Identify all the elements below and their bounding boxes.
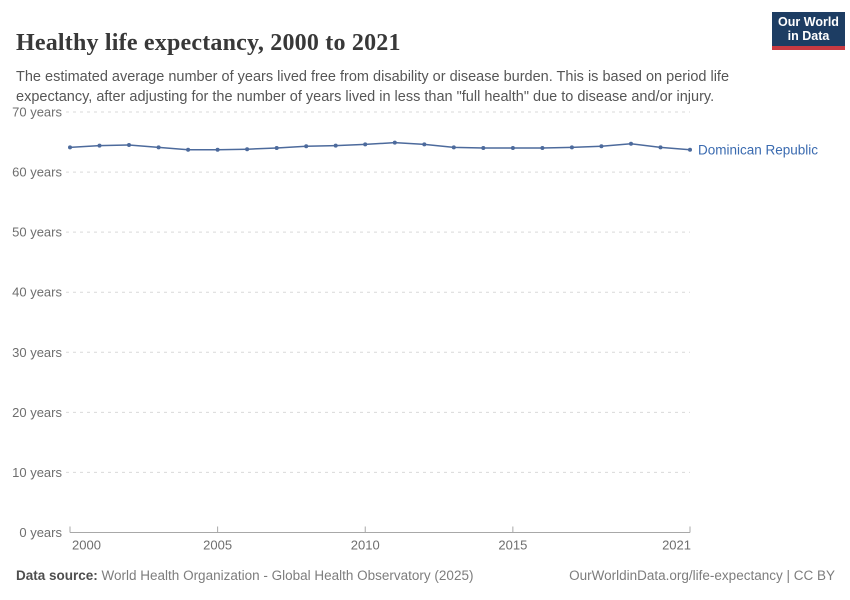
y-axis-label-50: 50 years <box>12 225 62 240</box>
data-point-2014[interactable] <box>481 146 486 150</box>
data-point-2018[interactable] <box>599 144 604 149</box>
data-point-2008[interactable] <box>304 144 309 149</box>
data-point-2019[interactable] <box>629 141 633 146</box>
x-axis-label-2000: 2000 <box>72 538 101 553</box>
x-axis-label-2010: 2010 <box>351 538 380 553</box>
owid-logo-line2: in Data <box>787 29 830 43</box>
data-point-2021[interactable] <box>688 147 692 152</box>
data-point-2015[interactable] <box>510 146 515 150</box>
y-axis-label-30: 30 years <box>12 345 62 360</box>
data-point-2012[interactable] <box>422 142 427 147</box>
y-axis-label-0: 0 years <box>19 525 62 540</box>
data-line-dominican-republic[interactable] <box>69 141 691 151</box>
data-point-2001[interactable] <box>97 143 102 148</box>
data-point-2000[interactable] <box>68 145 72 150</box>
data-point-2002[interactable] <box>127 143 131 147</box>
credit-link[interactable]: OurWorldinData.org/life-expectancy | CC … <box>569 568 835 583</box>
data-point-2005[interactable] <box>215 147 220 152</box>
data-point-2017[interactable] <box>569 145 574 150</box>
data-point-2004[interactable] <box>186 147 191 152</box>
line-chart-plot[interactable]: 0 years 10 years 20 years 30 years 40 years 5… <box>0 0 850 560</box>
chart-subtitle: The estimated average number of years li… <box>16 68 730 105</box>
data-point-2020[interactable] <box>658 145 663 150</box>
data-source-value: World Health Organization - Global Healt… <box>97 568 474 583</box>
y-axis-label-40: 40 years <box>12 285 62 300</box>
x-axis-label-2015: 2015 <box>498 538 527 553</box>
data-point-2011[interactable] <box>392 140 397 145</box>
data-point-2016[interactable] <box>540 146 545 150</box>
data-point-2007[interactable] <box>274 146 279 150</box>
data-point-2013[interactable] <box>451 145 456 150</box>
y-axis-label-70: 70 years <box>12 105 62 120</box>
y-axis-label-60: 60 years <box>12 165 62 180</box>
data-source-note: Data source: World Health Organization -… <box>16 568 473 583</box>
data-point-2003[interactable] <box>156 145 161 150</box>
y-axis-label-10: 10 years <box>12 465 62 480</box>
owid-logo[interactable]: Our World in Data <box>772 12 845 50</box>
y-axis-label-20: 20 years <box>12 405 62 420</box>
chart-footer: Data source: World Health Organization -… <box>16 568 835 583</box>
data-point-2006[interactable] <box>245 147 250 152</box>
x-axis-label-2021: 2021 <box>662 538 691 553</box>
data-source-label: Data source: <box>16 568 98 583</box>
owid-logo-line1: Our World <box>778 15 839 29</box>
data-point-2009[interactable] <box>333 143 338 148</box>
x-axis-label-2005: 2005 <box>203 538 232 553</box>
data-point-2010[interactable] <box>363 142 368 147</box>
chart-title: Healthy life expectancy, 2000 to 2021 <box>16 30 401 57</box>
entity-label[interactable]: Dominican Republic <box>698 142 818 157</box>
